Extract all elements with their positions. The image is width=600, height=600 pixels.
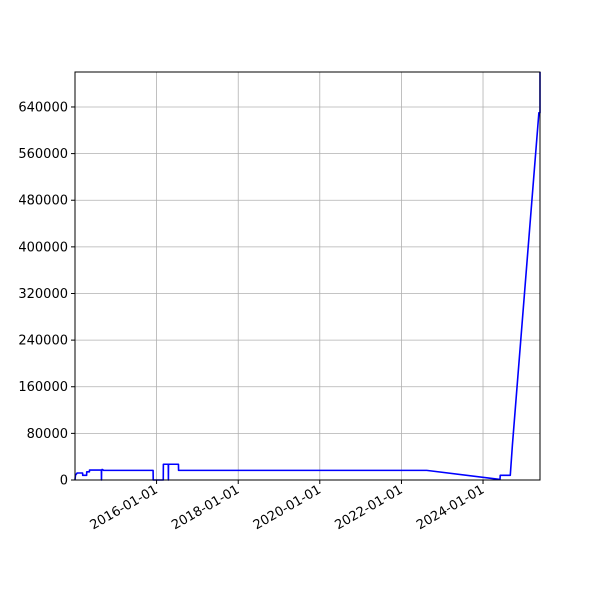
y-tick-label: 0: [60, 474, 68, 489]
plot-frame: [74, 71, 541, 481]
y-tick-label: 480000: [18, 194, 68, 209]
axes: [74, 71, 541, 481]
y-tick-label: 80000: [27, 427, 68, 442]
y-tick-label: 640000: [18, 100, 68, 115]
y-tick-label: 240000: [18, 334, 68, 349]
y-tick-label: 560000: [18, 147, 68, 162]
y-tick-label: 160000: [18, 380, 68, 395]
y-tick-label: 400000: [18, 240, 68, 255]
y-tick-label: 320000: [18, 287, 68, 302]
